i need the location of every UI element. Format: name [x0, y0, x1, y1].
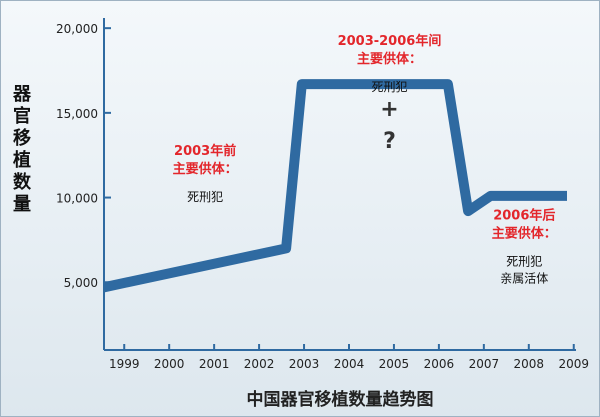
x-tick-label: 2005 — [379, 357, 410, 371]
annotation-heading: 主要供体： — [173, 161, 238, 177]
question-mark-symbol: ? — [383, 129, 396, 154]
annotation-heading: 2006年后 — [493, 208, 555, 224]
y-axis-title-char: 移 — [13, 127, 31, 149]
y-axis-title: 器官移植数量 — [12, 84, 32, 215]
x-tick-label: 2003 — [289, 357, 320, 371]
plus-symbol: + — [380, 97, 398, 122]
x-tick-label: 2007 — [469, 357, 500, 371]
y-axis-ticks: 5,000 10,000 15,000 20,000 — [56, 22, 111, 290]
y-tick-label: 20,000 — [56, 22, 98, 36]
x-axis-ticks: 1999 2000 2001 2002 2003 2004 2005 2006 2007 2008… — [109, 344, 589, 371]
y-tick-label: 5,000 — [64, 276, 98, 290]
chart-title: 中国器官移植数量趋势图 — [247, 389, 434, 410]
x-tick-label: 1999 — [109, 357, 140, 371]
annotation-heading: 2003-2006年间 — [338, 33, 442, 49]
x-tick-label: 2009 — [558, 357, 589, 371]
y-axis-title-char: 官 — [13, 105, 31, 127]
annotation-donor: 死刑犯 — [506, 255, 542, 269]
y-axis-title-char: 植 — [13, 149, 31, 171]
x-tick-label: 2006 — [424, 357, 455, 371]
y-axis-title-char: 量 — [13, 193, 31, 215]
annotation-donor: 死刑犯 — [371, 80, 407, 94]
x-tick-label: 2001 — [199, 357, 230, 371]
annotation-donor: 死刑犯 — [187, 190, 223, 204]
y-axis-title-char: 器 — [12, 84, 32, 105]
x-tick-label: 2002 — [244, 357, 275, 371]
annotation-heading: 2003年前 — [174, 143, 236, 159]
x-tick-label: 2004 — [334, 357, 365, 371]
x-tick-label: 2008 — [514, 357, 545, 371]
annotation-heading: 主要供体： — [492, 226, 557, 242]
x-tick-label: 2000 — [154, 357, 185, 371]
annotation-donor: 亲属活体 — [500, 272, 548, 286]
annotations: 2003年前主要供体：死刑犯2003-2006年间主要供体：死刑犯+?2006年… — [173, 33, 557, 285]
y-axis-title-char: 数 — [13, 171, 32, 193]
y-tick-label: 15,000 — [56, 107, 98, 121]
y-tick-label: 10,000 — [56, 192, 98, 206]
series-line — [104, 84, 567, 287]
annotation-heading: 主要供体： — [357, 51, 422, 67]
